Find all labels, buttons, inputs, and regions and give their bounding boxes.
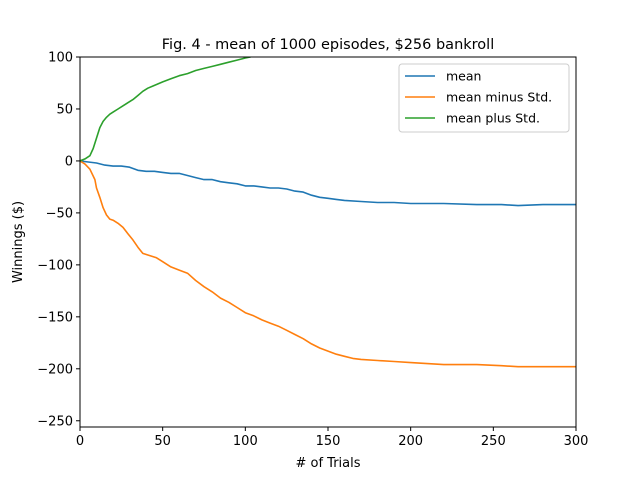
x-tick-label: 0 [76, 434, 84, 449]
x-tick-label: 250 [481, 434, 506, 449]
y-tick-label: −50 [46, 206, 73, 221]
legend-items: mean mean minus Std. mean plus Std. [405, 69, 552, 126]
legend-box [398, 63, 570, 133]
series-line-1 [80, 160, 576, 207]
legend-label: mean [446, 69, 481, 84]
x-tick-label: 50 [154, 434, 171, 449]
x-axis-label: # of Trials [295, 456, 360, 471]
y-tick-label: −100 [37, 258, 73, 273]
x-tick-label: 150 [316, 434, 341, 449]
y-tick-label: 50 [56, 102, 73, 117]
y-tick-label: −150 [37, 310, 73, 325]
y-tick-label: −250 [37, 414, 73, 429]
x-tick-label: 300 [564, 434, 589, 449]
x-tick-label: 100 [233, 434, 258, 449]
legend-label: mean plus Std. [446, 111, 540, 126]
y-axis-label: Winnings ($) [11, 201, 26, 283]
x-axis-ticks: 0 50 100 150 200 250 300 [76, 427, 589, 449]
y-axis-ticks: −250 −200 −150 −100 −50 0 50 100 [37, 51, 80, 429]
x-tick-label: 200 [398, 434, 423, 449]
y-tick-label: 100 [48, 51, 73, 66]
series-line-3 [80, 57, 252, 162]
legend: mean mean minus Std. mean plus Std. [398, 63, 570, 133]
y-tick-label: 0 [65, 154, 73, 169]
series-line-2 [80, 160, 576, 368]
series-layer [80, 57, 576, 368]
y-tick-label: −200 [37, 362, 73, 377]
legend-label: mean minus Std. [446, 90, 552, 105]
chart-title: Fig. 4 - mean of 1000 episodes, $256 ban… [162, 37, 494, 53]
